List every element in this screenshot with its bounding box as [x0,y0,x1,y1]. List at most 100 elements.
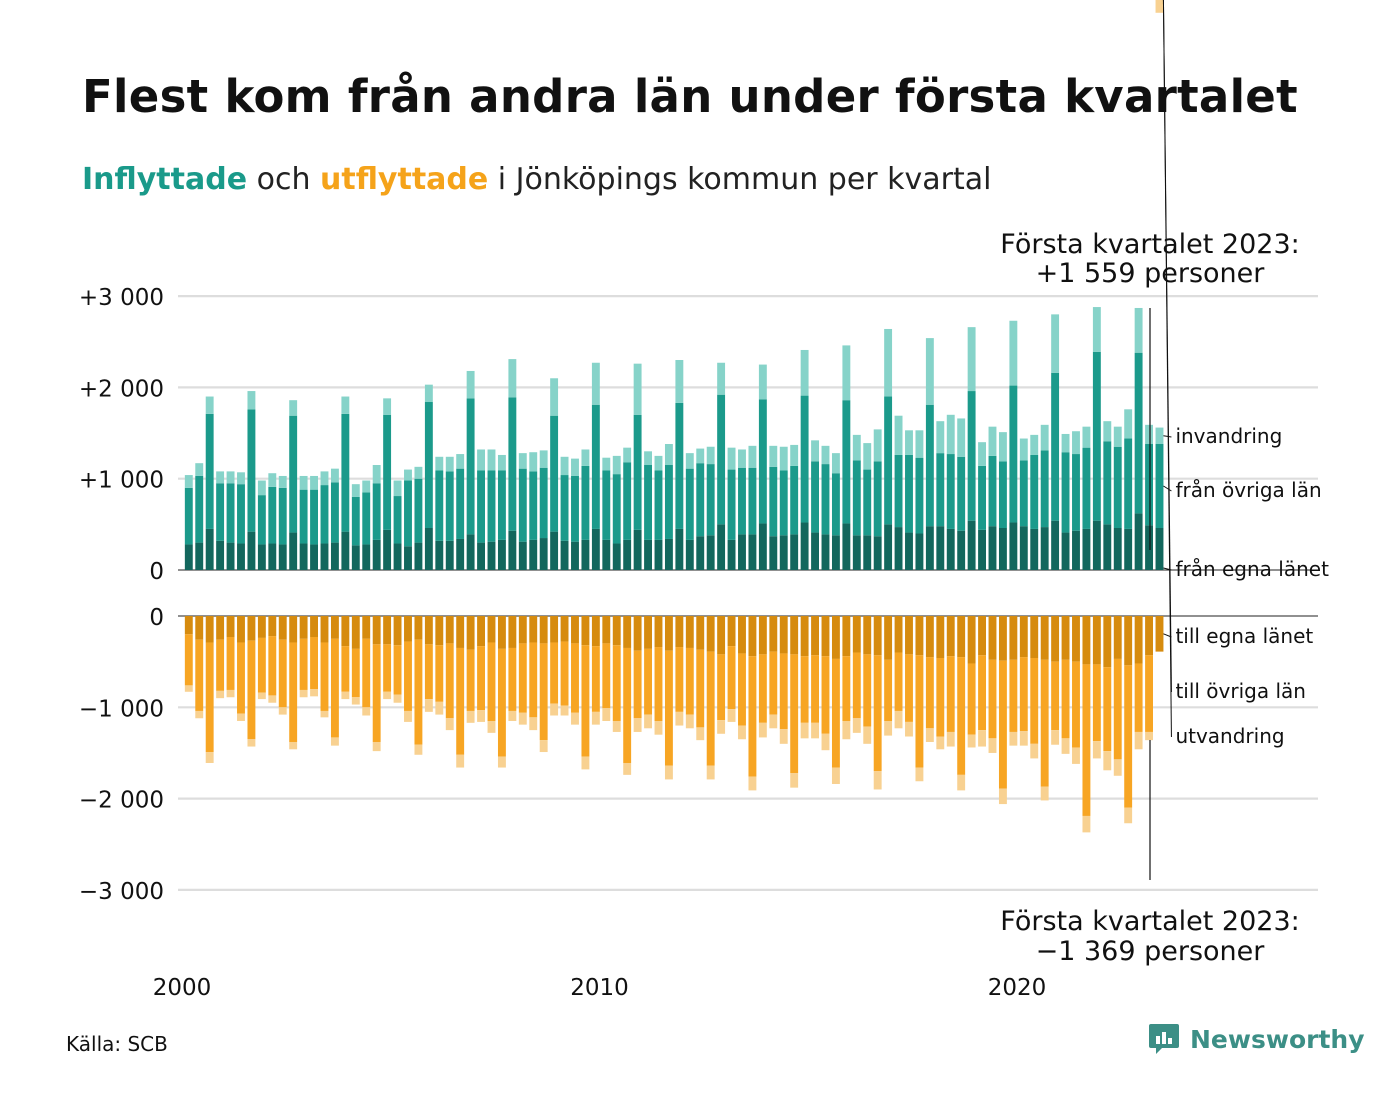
inflow-bar-segment [685,453,694,469]
inflow-bar-segment [435,470,444,541]
outflow-bar-segment [404,641,412,711]
inflow-bar-segment [571,458,579,476]
newsworthy-logo[interactable]: Newsworthy [1148,1022,1365,1056]
inflow-bar-segment [487,470,496,542]
inflow-bar-segment [1019,460,1028,527]
inflow-bar-segment [1030,434,1039,455]
inflow-bar-segment [1082,447,1091,529]
inflow-bar-segment [591,528,600,570]
inflow-bar-segment [706,464,715,536]
outflow-bar-segment [644,714,652,729]
inflow-bar-segment [654,455,663,471]
inflow-bar-segment [800,395,809,523]
outflow-bar-segment [748,776,757,791]
inflow-bar-segment [581,465,590,540]
inflow-bar-segment [383,398,392,415]
outflow-bar-segment [299,689,308,698]
inflow-bar-segment [790,534,799,570]
inflow-bar-segment [466,534,475,570]
outflow-bar-segment [925,728,934,742]
outflow-bar-segment [1009,659,1018,732]
outflow-bar-segment [1092,664,1101,742]
annotation-top-line1: Första kvartalet 2023: [1000,229,1299,260]
outflow-bar-segment [1134,731,1143,750]
inflow-bar-segment [518,541,527,570]
outflow-bar-segment [1051,730,1060,745]
outflow-bar-segment [717,654,726,721]
outflow-bar-segment [216,639,225,691]
inflow-bar-segment [529,452,538,472]
inflow-bar-segment [560,456,569,476]
inflow-bar-segment [800,522,809,570]
outflow-bar-segment [696,727,705,741]
outflow-bar-segment [821,733,830,751]
outflow-bar-segment [758,654,767,723]
outflow-bar-segment [289,616,298,643]
outflow-bar-segment [664,765,673,780]
outflow-bar-segment [268,616,277,637]
inflow-bar-segment [988,426,997,456]
outflow-bar-segment [925,616,934,658]
inflow-bar-segment [811,461,819,533]
outflow-bar-segment [1051,616,1060,662]
inflow-bar-segment [1092,307,1101,352]
outflow-bar-segment [247,739,256,747]
inflow-bar-segment [988,455,997,527]
inflow-bar-segment [748,445,757,468]
outflow-bar-segment [623,647,632,763]
outflow-bar-segment [633,650,642,719]
outflow-bar-segment [863,726,872,744]
outflow-bar-segment [195,710,204,719]
inflow-bar-segment [748,534,757,570]
x-tick-label: 2020 [988,975,1047,1001]
outflow-bar-segment [310,689,318,697]
inflow-bar-segment [738,449,746,468]
inflow-bar-segment [539,467,548,539]
inflow-bar-segment [518,468,527,542]
inflow-bar-segment [675,360,684,403]
inflow-bar-segment [1113,426,1122,447]
inflow-bar-segment [257,495,266,545]
outflow-bar-segment [581,645,590,757]
inflow-bar-segment [591,362,600,405]
outflow-bar-segment [539,616,548,644]
outflow-bar-segment [863,616,872,655]
outflow-bar-segment [550,616,559,643]
outflow-bar-segment [508,647,517,711]
inflow-bar-segment [925,526,934,570]
outflow-bar-segment [404,616,412,642]
outflow-bar-segment [289,642,298,742]
outflow-bar-segment [1155,616,1164,652]
outflow-bar-segment [216,616,225,640]
inflow-bar-segment [414,478,423,543]
outflow-bar-segment [1061,616,1070,660]
inflow-bar-segment [998,432,1007,462]
series-label-outflow: till egna länet [1175,624,1313,648]
outflow-bar-segment [237,642,245,714]
inflow-bar-segment [1145,444,1153,526]
outflow-bar-segment [1030,616,1039,658]
inflow-bar-segment [477,449,485,471]
inflow-bar-segment [268,486,277,544]
subtitle-rest: i Jönköpings kommun per kvartal [488,162,992,197]
outflow-bar-segment [372,741,381,752]
inflow-bar-segment [685,539,694,570]
inflow-bar-segment [936,526,945,570]
inflow-bar-segment [184,487,193,545]
outflow-bar-segment [404,710,412,722]
inflow-bar-segment [873,461,882,537]
inflow-bar-segment [550,378,559,416]
inflow-bar-segment [863,443,872,470]
outflow-bar-segment [383,691,392,700]
outflow-bar-segment [487,720,496,733]
outflow-bar-segment [424,699,433,712]
outflow-bar-segment [811,655,819,723]
y-tick-label-outflow: 0 [149,605,164,631]
inflow-bar-segment [414,466,423,479]
outflow-bar-segment [393,694,402,703]
inflow-bar-segment [393,480,402,497]
inflow-bar-segment [1082,426,1091,448]
outflow-bar-segment [330,638,339,738]
inflow-bars [184,307,1164,570]
outflow-bar-segment [1030,657,1039,744]
